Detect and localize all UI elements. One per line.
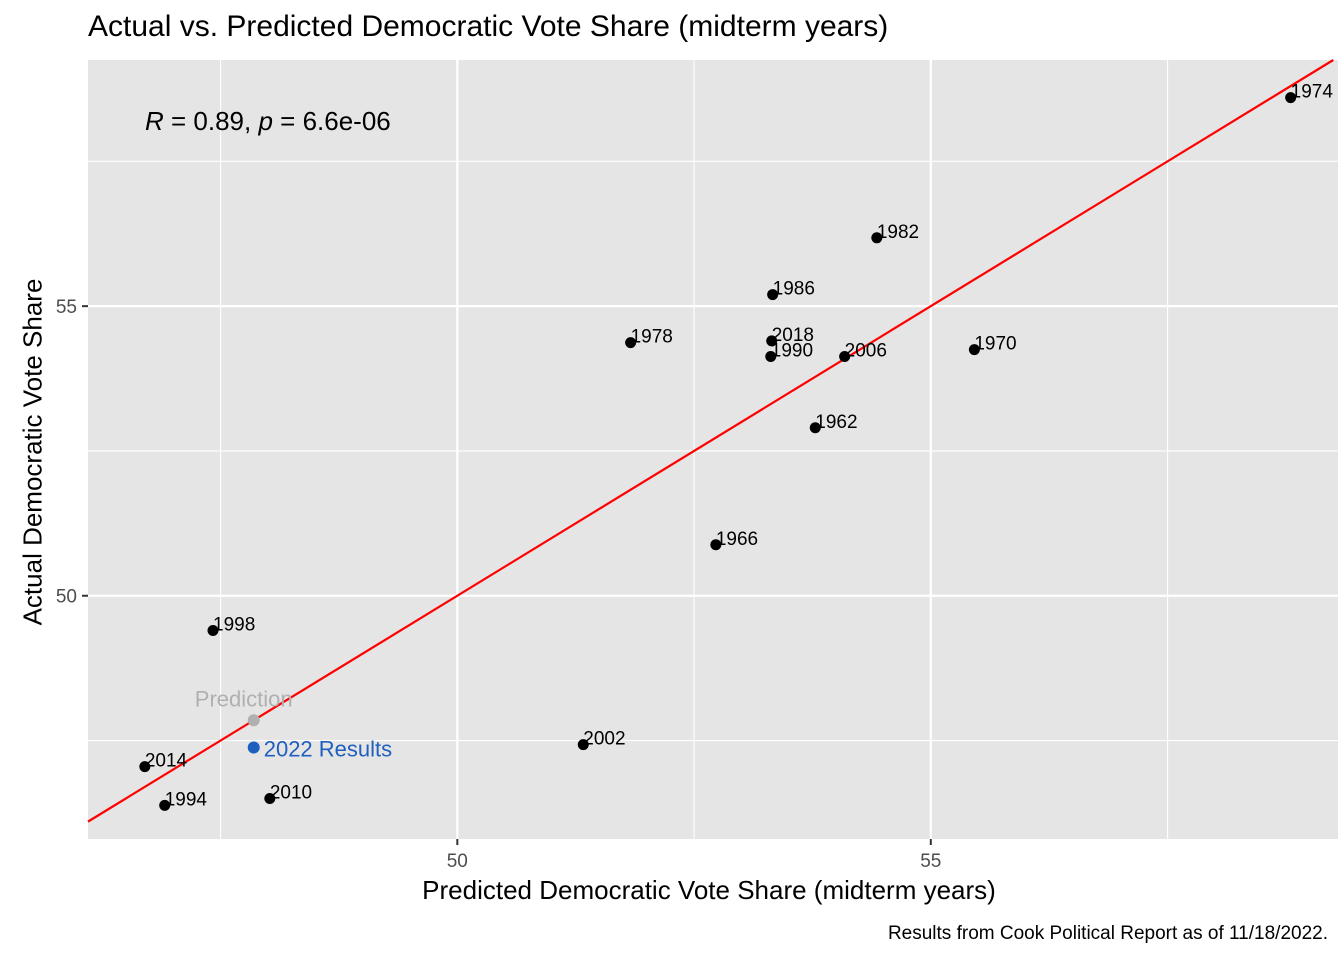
data-point xyxy=(264,792,276,804)
chart-title: Actual vs. Predicted Democratic Vote Sha… xyxy=(88,10,889,43)
point-label: 2010 xyxy=(270,782,312,803)
data-point xyxy=(1285,92,1297,104)
point-label: 1982 xyxy=(877,222,919,243)
point-label: 2018 xyxy=(772,325,814,346)
data-point xyxy=(766,335,778,347)
p-symbol: p xyxy=(257,106,272,136)
data-point xyxy=(207,624,219,636)
data-point xyxy=(577,739,589,751)
data-point xyxy=(710,539,722,551)
data-point xyxy=(839,351,851,363)
highlight-point xyxy=(247,741,260,754)
point-label: 1970 xyxy=(974,334,1016,355)
point-label: 1998 xyxy=(213,614,255,635)
point-label: 2014 xyxy=(145,751,188,772)
data-point xyxy=(968,344,980,356)
y-tick-label: 55 xyxy=(56,297,77,318)
data-point xyxy=(159,799,171,811)
point-label: 1974 xyxy=(1291,82,1334,103)
point-label: 1986 xyxy=(773,279,815,300)
y-tick-label: 50 xyxy=(56,587,77,608)
data-point xyxy=(809,422,821,434)
highlight-label: Prediction xyxy=(195,686,293,711)
point-label: 1978 xyxy=(631,327,673,348)
correlation-annotation: R = 0.89, p = 6.6e-06 xyxy=(145,106,391,136)
point-label: 1990 xyxy=(771,341,813,362)
data-point xyxy=(767,289,779,301)
p-value: = 6.6e-06 xyxy=(273,106,391,136)
point-label: 1966 xyxy=(716,529,758,550)
highlight-label: 2022 Results xyxy=(264,736,392,761)
point-label: 2006 xyxy=(845,341,887,362)
data-point xyxy=(139,761,151,773)
x-tick-label: 50 xyxy=(447,851,468,872)
x-axis-label: Predicted Democratic Vote Share (midterm… xyxy=(422,875,996,905)
point-label: 2002 xyxy=(583,729,625,750)
x-tick-label: 55 xyxy=(920,851,941,872)
plot-panel xyxy=(88,60,1338,839)
point-label: 1994 xyxy=(165,789,208,810)
data-point xyxy=(765,351,777,363)
r-symbol: R xyxy=(145,106,164,136)
point-label: 1962 xyxy=(815,412,857,433)
highlight-point xyxy=(247,714,260,727)
r-value: = 0.89, xyxy=(164,106,259,136)
data-point xyxy=(625,337,637,349)
data-point xyxy=(871,232,883,244)
regression-line xyxy=(87,59,1334,823)
chart-caption: Results from Cook Political Report as of… xyxy=(887,923,1328,944)
